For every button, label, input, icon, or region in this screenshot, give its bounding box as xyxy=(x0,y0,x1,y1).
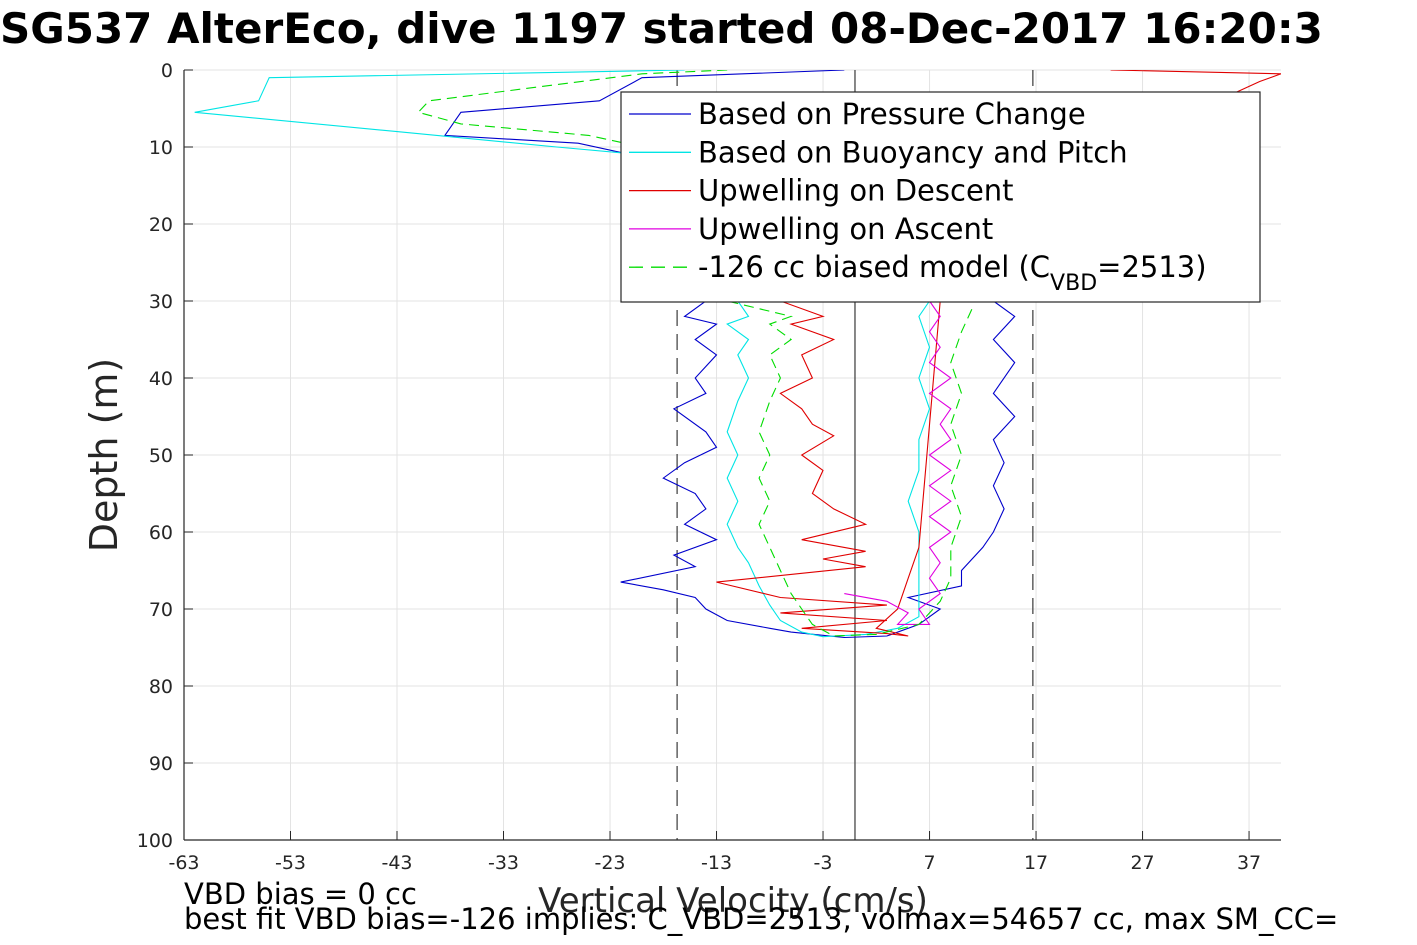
y-tick-label: 50 xyxy=(149,445,173,467)
x-tick-label: -3 xyxy=(814,852,833,874)
y-tick-label: 10 xyxy=(149,137,173,159)
x-tick-label: 7 xyxy=(923,852,935,874)
x-tick-label: -53 xyxy=(275,852,306,874)
y-tick-label: 100 xyxy=(137,830,173,852)
y-tick-label: 80 xyxy=(149,676,173,698)
series-line-1 xyxy=(443,70,1016,639)
y-tick-label: 30 xyxy=(149,291,173,313)
series-line-4 xyxy=(844,300,952,625)
legend-label: Based on Buoyancy and Pitch xyxy=(698,135,1128,169)
series-line-3 xyxy=(716,70,1281,637)
legend-label: Upwelling on Ascent xyxy=(698,212,993,246)
y-tick-label: 20 xyxy=(149,214,173,236)
best-fit-note: best fit VBD bias=-126 implies: C_VBD=25… xyxy=(184,902,1339,936)
vbd-bias-note: VBD bias = 0 cc xyxy=(184,877,417,911)
y-axis-label: Depth (m) xyxy=(82,358,126,553)
x-axis-label: Vertical Velocity (cm/s) xyxy=(538,881,928,921)
y-tick-label: 0 xyxy=(161,60,173,82)
legend-label: Upwelling on Descent xyxy=(698,174,1014,208)
legend-label: Based on Pressure Change xyxy=(698,97,1086,131)
x-tick-label: 37 xyxy=(1237,852,1261,874)
x-tick-label: 17 xyxy=(1024,852,1048,874)
x-tick-label: 27 xyxy=(1130,852,1154,874)
axes: -63 -53 -43 -33 -23 -13 -3 7 17 27 37 0 10 20 30 40 50 60… xyxy=(137,60,1281,874)
y-tick-label: 70 xyxy=(149,599,173,621)
legend: Based on Pressure Change Based on Buoyanc… xyxy=(620,91,1261,303)
x-tick-label: -63 xyxy=(168,852,199,874)
y-tick-label: 60 xyxy=(149,522,173,544)
chart-title: SG537 AlterEco, dive 1197 started 08-Dec… xyxy=(0,4,1323,53)
y-tick-label: 40 xyxy=(149,368,173,390)
legend-box xyxy=(620,91,1261,303)
x-tick-label: -13 xyxy=(701,852,732,874)
x-tick-label: -33 xyxy=(488,852,519,874)
series-line-5 xyxy=(417,70,973,637)
x-tick-label: -23 xyxy=(594,852,625,874)
y-tick-label: 90 xyxy=(149,753,173,775)
x-tick-label: -43 xyxy=(381,852,412,874)
